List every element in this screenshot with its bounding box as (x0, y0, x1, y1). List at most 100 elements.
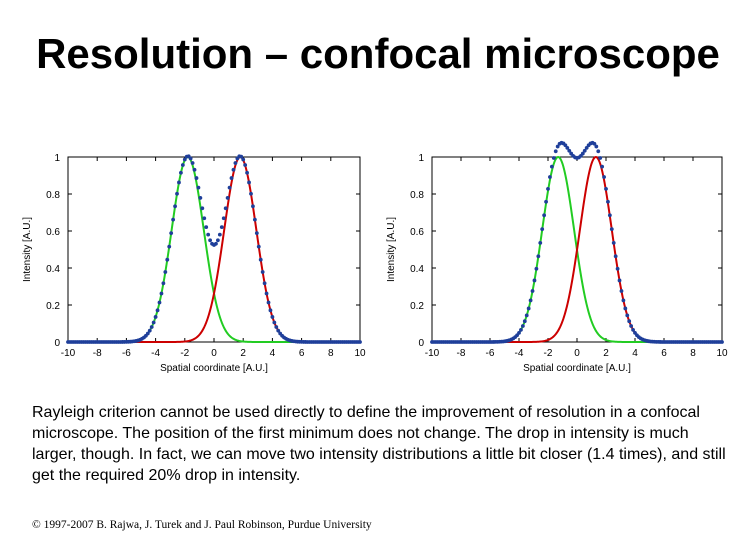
sum-point (623, 306, 628, 311)
y-tick-label: 0.2 (46, 301, 60, 312)
x-tick-label: 8 (328, 348, 334, 359)
sum-point (584, 145, 589, 150)
sum-point (179, 170, 183, 175)
sum-point (182, 157, 187, 162)
sum-point (155, 308, 160, 313)
y-tick-label: 0.4 (46, 264, 60, 275)
sum-point (219, 225, 224, 230)
sum-point (611, 241, 616, 245)
sum-point (592, 141, 597, 146)
x-tick-label: -4 (515, 348, 524, 359)
page-title: Resolution – confocal microscope (36, 30, 720, 77)
sum-point (198, 196, 203, 200)
sum-point (627, 319, 632, 324)
sum-point (252, 217, 257, 222)
sum-point (522, 319, 527, 324)
sum-point (519, 327, 523, 332)
sum-point (229, 176, 234, 180)
x-axis-label: Spatial coordinate [A.U.] (523, 363, 631, 374)
sum-point (227, 185, 232, 190)
sum-point (217, 232, 222, 237)
sum-point (161, 281, 166, 286)
sum-point (553, 149, 558, 154)
sum-point (254, 231, 259, 236)
sum-point (276, 328, 281, 333)
x-tick-label: -8 (457, 348, 466, 359)
sum-point (602, 175, 606, 179)
sum-point (260, 270, 265, 274)
sum-point (196, 185, 201, 190)
x-tick-label: -10 (61, 348, 76, 359)
sum-point (534, 266, 539, 271)
sum-point (159, 291, 164, 296)
y-tick-label: 0 (54, 338, 60, 349)
sum-point (206, 232, 211, 237)
chart-1-frame (67, 156, 361, 343)
x-tick-label: 0 (211, 348, 217, 359)
sum-point (153, 315, 158, 319)
sum-point (617, 278, 622, 283)
x-tick-label: 2 (603, 348, 609, 359)
chart-1: -10 -8 -6 -4 -2 0 2 4 6 8 10 0 0.2 0.4 0.6 0.8 1 Spatial … (22, 153, 366, 374)
sum-point (177, 180, 181, 185)
sum-point (609, 227, 614, 232)
sum-point (606, 199, 610, 204)
sum-point (613, 254, 618, 259)
sum-point (204, 225, 209, 230)
x-tick-label: 10 (354, 348, 366, 359)
series-sum-dots (66, 154, 362, 344)
sum-point (169, 231, 174, 236)
sum-point (582, 148, 587, 153)
x-tick-label: -2 (180, 348, 189, 359)
sum-point (580, 151, 585, 156)
sum-point (241, 157, 246, 162)
sum-point (214, 241, 218, 246)
sum-point (190, 161, 195, 165)
sum-point (600, 164, 605, 169)
copyright-footer: © 1997-2007 B. Rajwa, J. Turek and J. Pa… (32, 519, 372, 531)
sum-point (538, 241, 543, 245)
sum-point (540, 227, 545, 232)
sum-point (530, 289, 535, 293)
sum-point (720, 340, 724, 344)
x-tick-label: 4 (632, 348, 638, 359)
sum-point (171, 217, 176, 222)
series-red-line (432, 155, 722, 343)
sum-point (188, 156, 193, 161)
sum-point (272, 320, 277, 325)
sum-point (615, 266, 620, 271)
sum-point (233, 161, 238, 165)
x-tick-label: -10 (425, 348, 440, 359)
sum-point (621, 298, 626, 303)
sum-point (526, 306, 531, 311)
y-tick-label: 0.8 (410, 190, 424, 201)
y-tick-label: 1 (418, 153, 424, 164)
sum-point (145, 331, 150, 336)
sum-point (598, 156, 603, 160)
x-tick-label: -6 (486, 348, 495, 359)
series-green-line (68, 155, 360, 343)
sum-point (249, 191, 253, 196)
x-tick-label: 6 (661, 348, 667, 359)
sum-point (629, 324, 634, 328)
sum-point (631, 327, 635, 332)
chart-2: -10 -8 -6 -4 -2 0 2 4 6 8 10 0 0.2 0.4 0.6 0.8 1 Spatial … (386, 140, 728, 374)
sum-point (524, 313, 529, 318)
sum-point (208, 238, 213, 243)
x-tick-label: -2 (544, 348, 553, 359)
y-tick-label: 0.6 (410, 227, 424, 238)
sum-point (221, 216, 226, 221)
sum-point (565, 145, 570, 150)
sum-point (517, 331, 521, 335)
sum-point (264, 291, 269, 296)
sum-point (567, 148, 572, 153)
y-tick-label: 1 (54, 153, 60, 164)
sum-point (180, 163, 185, 167)
series-red-line (68, 155, 360, 343)
sum-point (544, 199, 548, 204)
y-axis-label: Intensity [A.U.] (22, 217, 33, 282)
sum-point (243, 163, 248, 167)
sum-point (607, 213, 612, 218)
series-sum-dots (430, 140, 724, 344)
